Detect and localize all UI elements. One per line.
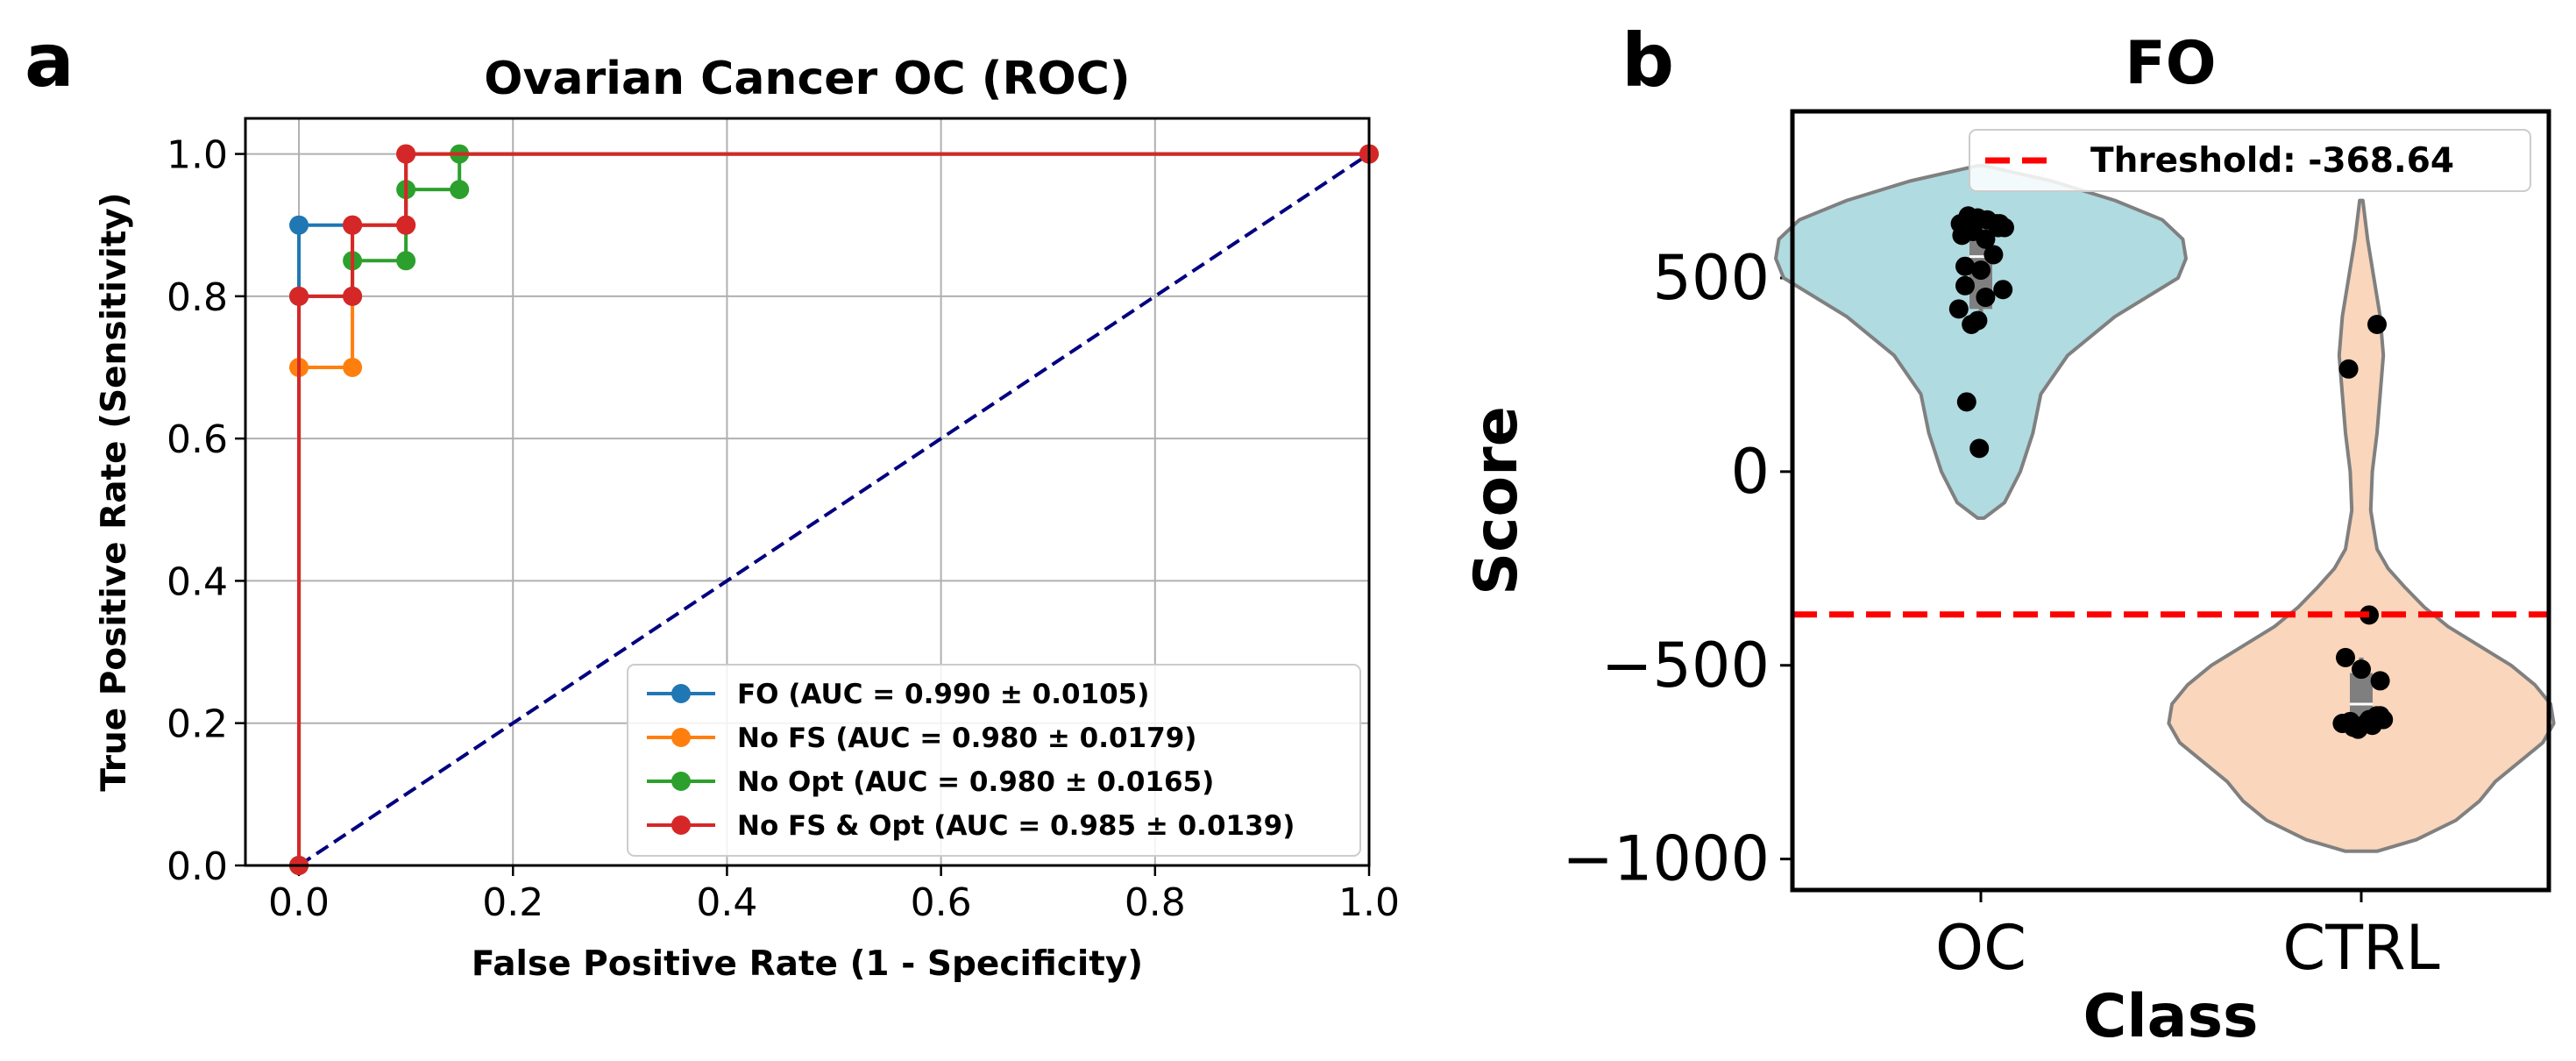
- violin-title: FO: [2125, 29, 2216, 98]
- roc-plot-area: [289, 144, 1379, 875]
- violin-data-point-0: [1971, 260, 1991, 281]
- roc-title: Ovarian Cancer OC (ROC): [484, 53, 1130, 105]
- violin-data-point-0: [1976, 288, 1996, 308]
- roc-ylabel: True Positive Rate (Sensitivity): [95, 192, 134, 791]
- violin-data-point-0: [1969, 438, 1990, 459]
- violin-data-point-1: [2370, 671, 2390, 691]
- roc-ytick-label: 0.0: [167, 844, 228, 889]
- violin-xlabel: Class: [2083, 982, 2258, 1051]
- roc-ytick-label: 0.8: [167, 275, 228, 320]
- roc-legend-frame: [627, 664, 1361, 857]
- roc-series-point-2: [450, 180, 470, 200]
- roc-xtick-label: 0.8: [1125, 880, 1186, 925]
- roc-chart: 0.0 0.2 0.4 0.6 0.8 1.0 0.0 0.2 0.4 0.6 0.8 1.0 Ovar…: [95, 53, 1400, 984]
- violin-ytick-label: −500: [1601, 630, 1770, 701]
- violin-data-point-0: [1956, 392, 1976, 412]
- roc-xtick-label: 0.2: [482, 880, 543, 925]
- violin-data-point-0: [1948, 299, 1969, 319]
- violin-data-point-0: [1976, 229, 1996, 249]
- panel-letter-b: b: [1622, 18, 1674, 103]
- violin-chart: 500 0 −500 −1000 OC CTRL Threshold: -368.64 FO C…: [1462, 29, 2556, 1051]
- roc-legend-marker-1: [671, 728, 691, 747]
- violin-data-point-1: [2367, 314, 2387, 334]
- violin-data-point-0: [1993, 280, 2013, 300]
- roc-ytick-label: 0.2: [167, 702, 228, 747]
- roc-chance-line: [297, 152, 1371, 867]
- roc-series-point-3: [343, 215, 363, 235]
- roc-xtick-label: 1.0: [1338, 880, 1400, 925]
- violin-xtick-label: CTRL: [2282, 912, 2439, 984]
- roc-legend-label-2: No Opt (AUC = 0.980 ± 0.0165): [737, 766, 1214, 798]
- violin-ytick-label: 500: [1652, 242, 1770, 314]
- panel-letter-a: a: [25, 18, 75, 103]
- roc-series-point-3: [289, 286, 309, 306]
- roc-axes-frame: [244, 117, 1371, 867]
- violin-ytick-label: −1000: [1562, 823, 1770, 895]
- roc-series-point-3: [396, 144, 416, 164]
- violin-xtick-label: OC: [1935, 912, 2026, 984]
- roc-legend-label-1: No FS (AUC = 0.980 ± 0.0179): [737, 723, 1196, 754]
- violin-data-point-1: [2370, 706, 2390, 726]
- violin-ytick-label: 0: [1730, 436, 1770, 508]
- violin-data-point-1: [2340, 711, 2360, 731]
- roc-ytick-label: 0.6: [167, 417, 228, 462]
- violin-data-point-1: [2338, 359, 2359, 379]
- roc-xtick-label: 0.0: [268, 880, 330, 925]
- roc-legend-label-3: No FS & Opt (AUC = 0.985 ± 0.0139): [737, 810, 1295, 842]
- violin-data-point-1: [2336, 647, 2355, 667]
- roc-legend-marker-0: [671, 684, 691, 703]
- violin-data-point-0: [1988, 217, 2008, 238]
- roc-legend-label-0: FO (AUC = 0.990 ± 0.0105): [737, 679, 1149, 710]
- roc-series-point-0: [289, 215, 309, 235]
- violin-data-point-0: [1968, 310, 1988, 331]
- roc-xtick-label: 0.6: [911, 880, 972, 925]
- violin-legend-label: Threshold: -368.64: [2090, 141, 2454, 181]
- roc-ytick-label: 0.4: [167, 559, 228, 604]
- roc-series-point-2: [396, 251, 416, 271]
- violin-axes-frame: [1790, 109, 2551, 893]
- roc-xtick-label: 0.4: [696, 880, 757, 925]
- violin-data-point-1: [2352, 659, 2371, 680]
- roc-legend-marker-3: [671, 815, 691, 835]
- roc-legend-marker-2: [671, 772, 691, 791]
- violin-data-point-0: [1955, 256, 1975, 276]
- violin-legend-frame: [1969, 129, 2531, 192]
- roc-series-point-3: [343, 286, 363, 306]
- violin-data-point-0: [1983, 245, 2004, 265]
- roc-xlabel: False Positive Rate (1 - Specificity): [472, 944, 1143, 984]
- roc-ytick-label: 1.0: [167, 133, 228, 178]
- violin-body-1: [2167, 198, 2556, 853]
- roc-series-point-3: [396, 215, 416, 235]
- violin-data-point-0: [1955, 275, 1975, 296]
- violin-plot-area: [1774, 163, 2556, 853]
- violin-legend: Threshold: -368.64: [1969, 129, 2531, 192]
- roc-series-point-1: [343, 358, 363, 377]
- violin-ylabel: Score: [1462, 406, 1531, 595]
- roc-legend: FO (AUC = 0.990 ± 0.0105) No FS (AUC = 0.…: [627, 664, 1361, 857]
